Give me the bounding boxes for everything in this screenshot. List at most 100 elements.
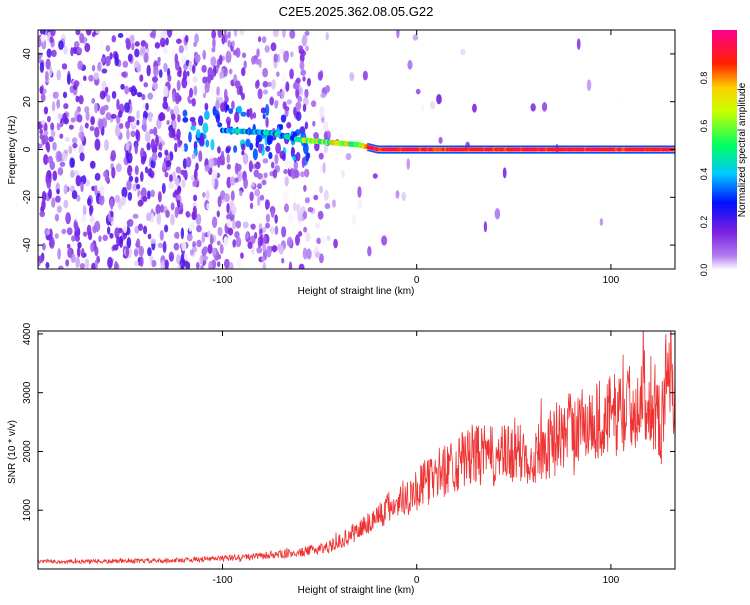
spectrogram-cell bbox=[142, 225, 148, 235]
spectrogram-signal-edge bbox=[479, 152, 482, 154]
spectrogram-cell bbox=[173, 231, 180, 239]
spectrogram-cell bbox=[234, 111, 240, 123]
spectrogram-cell bbox=[38, 79, 42, 89]
spectrogram-signal-edge bbox=[539, 145, 543, 148]
spectrogram-cell bbox=[192, 202, 197, 208]
spectrogram-cell bbox=[140, 46, 145, 55]
spectrogram-signal-edge bbox=[586, 152, 589, 154]
spectrogram-signal-edge bbox=[617, 152, 620, 154]
spectrogram-signal-edge bbox=[627, 152, 630, 154]
spectrogram-y-tick-label: 40 bbox=[22, 48, 33, 60]
spectrogram-cell bbox=[56, 151, 63, 162]
spectrogram-cell bbox=[176, 199, 181, 208]
spectrogram-cell bbox=[576, 38, 581, 50]
spectrogram-cell bbox=[261, 36, 267, 44]
spectrogram-cell bbox=[56, 98, 61, 109]
spectrogram-signal-edge bbox=[672, 145, 675, 148]
spectrogram-cell bbox=[78, 95, 84, 105]
spectrogram-signal-edge bbox=[404, 152, 407, 154]
spectrogram-cell bbox=[100, 105, 105, 114]
spectrogram-cell bbox=[266, 245, 272, 258]
spectrogram-cell bbox=[117, 33, 124, 39]
spectrogram-cell bbox=[156, 213, 162, 225]
spectrogram-signal-edge bbox=[495, 152, 498, 154]
spectrogram-cell bbox=[133, 260, 139, 267]
spectrogram-signal-edge bbox=[442, 152, 446, 154]
spectrogram-signal-edge bbox=[606, 152, 609, 154]
spectrogram-cell bbox=[169, 254, 174, 262]
spectrogram-signal-edge bbox=[650, 152, 653, 154]
spectrogram-signal-edge bbox=[419, 145, 422, 148]
colorbar-gradient bbox=[712, 30, 737, 270]
spectrogram-y-tick-label: -40 bbox=[22, 237, 33, 252]
spectrogram-cell bbox=[94, 184, 98, 196]
spectrogram-signal-edge bbox=[553, 152, 556, 154]
spectrogram-cell bbox=[70, 185, 75, 193]
spectrogram-cell bbox=[172, 121, 176, 130]
spectrogram-cell bbox=[530, 103, 536, 112]
spectrogram-cell bbox=[270, 161, 275, 169]
spectrogram-signal-edge bbox=[646, 145, 650, 148]
spectrogram-signal-edge bbox=[409, 152, 413, 154]
spectrogram-cell bbox=[200, 82, 206, 95]
spectrogram-cell bbox=[173, 105, 180, 116]
spectrogram-signal-edge bbox=[584, 152, 587, 154]
spectrogram-cell bbox=[303, 226, 308, 233]
spectrogram-cell bbox=[107, 256, 113, 269]
spectrogram-cell bbox=[94, 172, 101, 181]
spectrogram-cell bbox=[43, 122, 48, 133]
spectrogram-cell bbox=[217, 195, 222, 208]
spectrogram-cell bbox=[239, 30, 245, 36]
spectrogram-signal-edge bbox=[664, 145, 667, 148]
spectrogram-cell bbox=[39, 86, 44, 95]
spectrogram-cell bbox=[280, 90, 285, 99]
spectrogram-signal-edge bbox=[607, 145, 611, 148]
spectrogram-cell bbox=[170, 49, 176, 56]
spectrogram-cell bbox=[48, 239, 54, 248]
spectrogram-cell bbox=[205, 139, 210, 148]
spectrogram-cell bbox=[266, 134, 272, 146]
spectrogram-signal-edge bbox=[367, 143, 370, 145]
spectrogram-cell bbox=[172, 91, 176, 103]
spectrogram-cell bbox=[291, 147, 295, 156]
spectrogram-cell bbox=[114, 227, 120, 239]
spectrogram-signal-edge bbox=[446, 145, 449, 148]
spectrogram-cell bbox=[56, 121, 61, 131]
spectrogram-signal-edge bbox=[384, 152, 387, 154]
spectrogram-signal-edge bbox=[654, 145, 657, 148]
spectrogram-cell bbox=[261, 226, 267, 233]
spectrogram-cell bbox=[42, 133, 49, 145]
spectrogram-cell bbox=[224, 193, 230, 203]
spectrogram-cell bbox=[79, 262, 85, 269]
spectrogram-cell bbox=[202, 49, 207, 60]
spectrogram-signal-edge bbox=[565, 145, 568, 148]
spectrogram-signal-edge bbox=[642, 152, 646, 154]
spectrogram-cell bbox=[190, 221, 195, 231]
spectrogram-cell bbox=[239, 190, 243, 197]
spectrogram-cell bbox=[134, 176, 139, 184]
spectrogram-cell bbox=[46, 115, 51, 123]
spectrogram-cell bbox=[256, 246, 263, 254]
spectrogram-cell bbox=[216, 86, 220, 96]
spectrogram-y-tick-label: 0 bbox=[22, 146, 33, 152]
spectrogram-cell bbox=[176, 128, 181, 140]
spectrogram-cell bbox=[91, 97, 96, 104]
spectrogram-cell bbox=[228, 108, 234, 115]
spectrogram-cell bbox=[161, 182, 166, 194]
spectrogram-cell bbox=[190, 125, 196, 131]
spectrogram-cell bbox=[300, 171, 305, 178]
spectrogram-cell bbox=[43, 106, 49, 115]
spectrogram-signal-edge bbox=[662, 145, 665, 148]
spectrogram-cell bbox=[381, 235, 388, 246]
spectrogram-cell bbox=[292, 202, 297, 212]
spectrogram-x-ticks: -100 0 100 bbox=[212, 30, 620, 286]
spectrogram-cell bbox=[225, 104, 230, 111]
spectrogram-cell bbox=[114, 56, 120, 67]
spectrogram-cell bbox=[256, 48, 260, 58]
spectrogram-cell bbox=[367, 245, 372, 257]
spectrogram-signal-edge bbox=[522, 145, 525, 148]
spectrogram-cell bbox=[260, 107, 267, 114]
spectrogram-cell bbox=[494, 208, 501, 220]
spectrogram-cell bbox=[146, 64, 151, 77]
spectrogram-cell bbox=[204, 164, 210, 172]
